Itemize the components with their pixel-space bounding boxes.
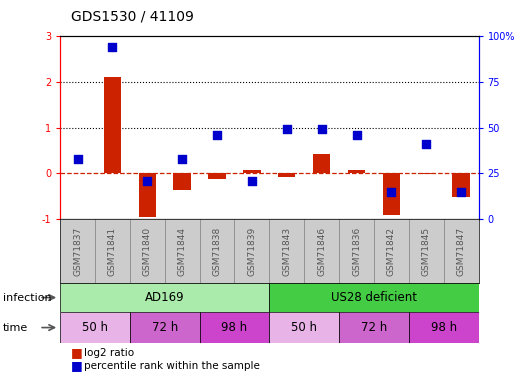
Text: GSM71842: GSM71842 bbox=[387, 227, 396, 276]
Bar bbox=[417, 173, 435, 174]
Text: ■: ■ bbox=[71, 346, 82, 359]
Bar bbox=[452, 173, 470, 197]
Text: time: time bbox=[3, 322, 28, 333]
Bar bbox=[60, 283, 269, 312]
Bar bbox=[208, 173, 226, 179]
Text: GSM71844: GSM71844 bbox=[178, 227, 187, 276]
Bar bbox=[348, 170, 365, 173]
Text: GSM71846: GSM71846 bbox=[317, 226, 326, 276]
Bar bbox=[130, 312, 200, 343]
Point bbox=[282, 126, 291, 132]
Text: GSM71838: GSM71838 bbox=[212, 226, 222, 276]
Point bbox=[248, 178, 256, 184]
Text: 98 h: 98 h bbox=[430, 321, 457, 334]
Text: US28 deficient: US28 deficient bbox=[331, 291, 417, 304]
Point bbox=[108, 44, 117, 50]
Text: GSM71845: GSM71845 bbox=[422, 226, 431, 276]
Text: 98 h: 98 h bbox=[221, 321, 247, 334]
Bar bbox=[313, 154, 331, 173]
Text: GSM71840: GSM71840 bbox=[143, 226, 152, 276]
Bar bbox=[139, 173, 156, 217]
Point bbox=[457, 189, 465, 195]
Bar bbox=[278, 173, 295, 177]
Text: 72 h: 72 h bbox=[361, 321, 387, 334]
Text: 72 h: 72 h bbox=[152, 321, 178, 334]
Point bbox=[422, 141, 430, 147]
Point bbox=[353, 132, 361, 138]
Text: AD169: AD169 bbox=[145, 291, 185, 304]
Point bbox=[213, 132, 221, 138]
Bar bbox=[269, 312, 339, 343]
Point bbox=[317, 126, 326, 132]
Bar bbox=[200, 312, 269, 343]
Point bbox=[73, 156, 82, 162]
Bar bbox=[409, 312, 479, 343]
Point bbox=[143, 178, 152, 184]
Bar bbox=[383, 173, 400, 215]
Bar bbox=[104, 77, 121, 173]
Text: log2 ratio: log2 ratio bbox=[84, 348, 134, 357]
Bar bbox=[339, 312, 409, 343]
Bar bbox=[174, 173, 191, 189]
Text: GSM71847: GSM71847 bbox=[457, 226, 465, 276]
Point bbox=[178, 156, 186, 162]
Text: GSM71841: GSM71841 bbox=[108, 226, 117, 276]
Text: GDS1530 / 41109: GDS1530 / 41109 bbox=[71, 10, 194, 24]
Bar bbox=[60, 312, 130, 343]
Text: GSM71839: GSM71839 bbox=[247, 226, 256, 276]
Text: ■: ■ bbox=[71, 359, 82, 372]
Text: 50 h: 50 h bbox=[82, 321, 108, 334]
Text: GSM71837: GSM71837 bbox=[73, 226, 82, 276]
Bar bbox=[243, 170, 260, 173]
Point bbox=[387, 189, 395, 195]
Bar bbox=[69, 172, 86, 173]
Bar bbox=[269, 283, 479, 312]
Text: 50 h: 50 h bbox=[291, 321, 317, 334]
Text: infection: infection bbox=[3, 292, 51, 303]
Text: GSM71836: GSM71836 bbox=[352, 226, 361, 276]
Text: GSM71843: GSM71843 bbox=[282, 226, 291, 276]
Text: percentile rank within the sample: percentile rank within the sample bbox=[84, 361, 259, 370]
